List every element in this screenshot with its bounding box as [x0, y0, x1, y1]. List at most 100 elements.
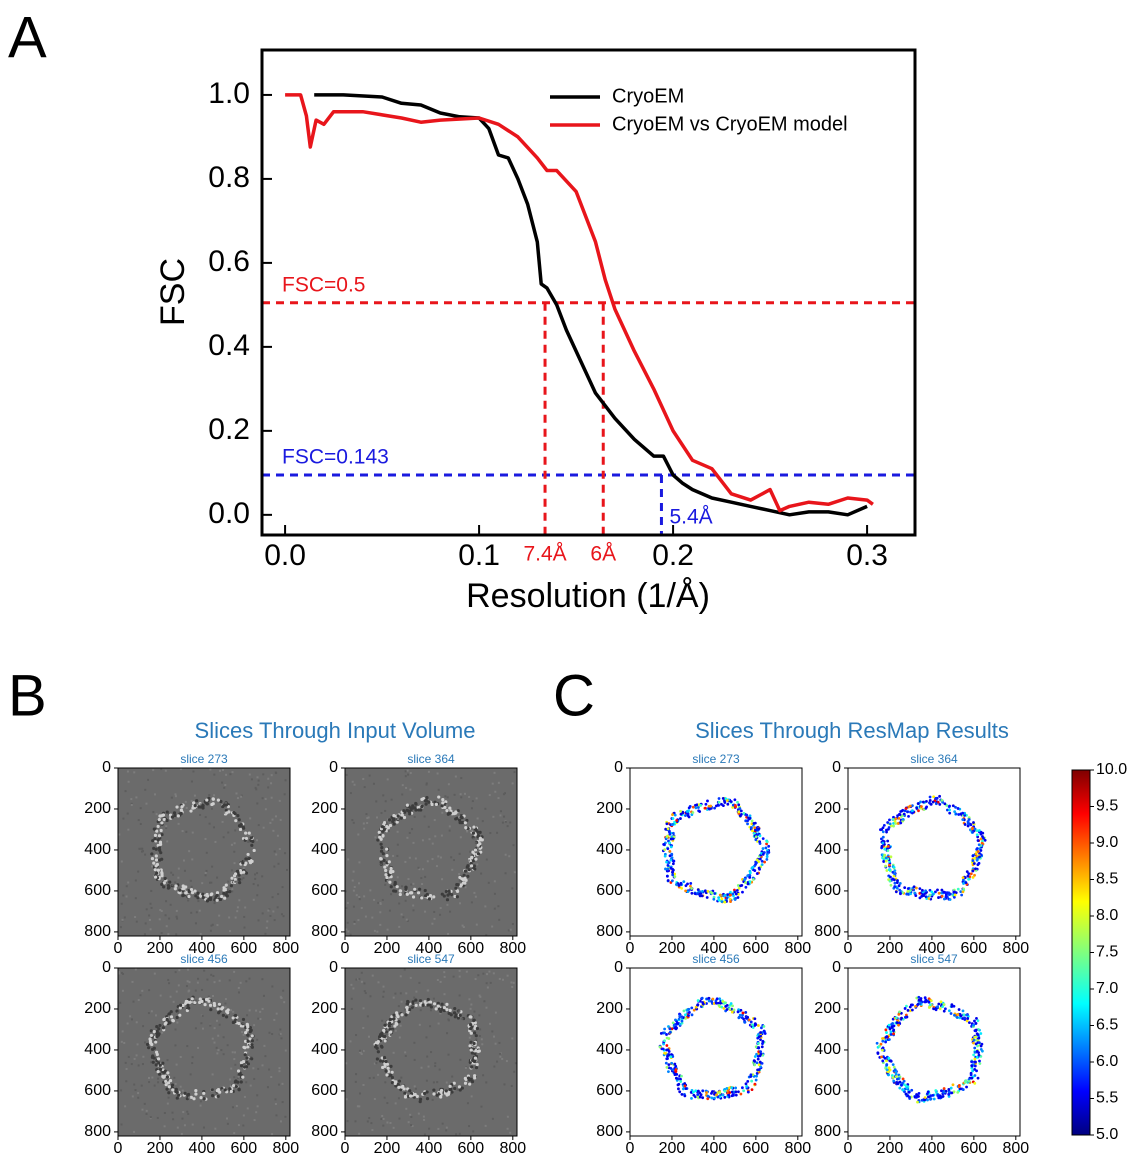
slice-dot [928, 1001, 931, 1004]
slice-noise [140, 823, 142, 825]
slice-dot [432, 1092, 435, 1095]
slice-dot [724, 1090, 727, 1093]
slice-dot [679, 1023, 682, 1026]
slice-noise [243, 860, 245, 862]
slice-noise [363, 1084, 365, 1086]
slice-dot [415, 1004, 418, 1007]
slice-dot [892, 1076, 895, 1079]
slice-noise [368, 816, 370, 818]
slice-dot [213, 1004, 216, 1007]
slice-dot [893, 885, 896, 888]
slice-noise [259, 1011, 261, 1013]
slice-dot [884, 1057, 887, 1060]
slice-noise [404, 1051, 406, 1053]
slice-noise [420, 1009, 422, 1011]
slice-dot [895, 1081, 898, 1084]
slice-noise [373, 899, 375, 901]
slice-dot [974, 867, 977, 870]
slice-dot [474, 1057, 477, 1060]
slice-noise [174, 1044, 176, 1046]
slice-dot [476, 831, 479, 834]
slice-noise [433, 1081, 435, 1083]
slice-noise [159, 918, 161, 920]
slice-noise [209, 882, 211, 884]
slice-dot [669, 1067, 672, 1070]
slice-noise [282, 1101, 284, 1103]
slice-noise [182, 1111, 184, 1113]
slice-noise [140, 807, 142, 809]
slice-dot [948, 805, 951, 808]
slice-noise [247, 841, 249, 843]
slice-x-tick-label: 800 [784, 940, 811, 957]
slice-noise [127, 813, 129, 815]
slice-dot [171, 816, 174, 819]
slice-dot [672, 860, 675, 863]
slice-dot [219, 898, 222, 901]
reference-label: 7.4Å [523, 543, 566, 566]
slice-dot [248, 832, 251, 835]
slice-dot [672, 837, 675, 840]
slice-noise [170, 904, 172, 906]
slice-noise [267, 786, 269, 788]
slice-noise [203, 970, 205, 972]
slice-noise [460, 777, 462, 779]
slice-dot [884, 1028, 887, 1031]
slice-dot [389, 871, 392, 874]
slice-dot [924, 996, 927, 999]
slice-noise [353, 906, 355, 908]
slice-dot [188, 1001, 191, 1004]
slice-dot [964, 823, 967, 826]
slice-dot [420, 896, 423, 899]
slice-dot [690, 1097, 693, 1100]
slice-dot [956, 1091, 959, 1094]
slice-noise [458, 873, 460, 875]
slice-dot [741, 891, 744, 894]
slice-dot [888, 868, 891, 871]
slice-dot [737, 1010, 740, 1013]
slice-noise [347, 858, 349, 860]
slice-dot [961, 812, 964, 815]
slice-dot [675, 1068, 678, 1071]
slice-dot [667, 864, 670, 867]
slice-y-tick-label: 400 [596, 1041, 623, 1058]
slice-dot [691, 811, 694, 814]
slice-noise [219, 1024, 221, 1026]
slice-noise [225, 802, 227, 804]
slice-noise [261, 978, 263, 980]
slice-noise [176, 991, 178, 993]
slice-dot [460, 883, 463, 886]
slice-noise [384, 850, 386, 852]
slice-noise [157, 1081, 159, 1083]
x-tick-label: 0.3 [846, 539, 888, 572]
slice-noise [479, 995, 481, 997]
slice-dot [758, 867, 761, 870]
slice-dot [925, 807, 928, 810]
slice-dot [454, 812, 457, 815]
slice-noise [499, 978, 501, 980]
slice-dot [381, 825, 384, 828]
slice-noise [238, 987, 240, 989]
slice-noise [446, 904, 448, 906]
slice-noise [423, 1119, 425, 1121]
slice-noise [240, 982, 242, 984]
slice-noise [489, 1023, 491, 1025]
slice-noise [146, 1113, 148, 1115]
slice-dot [940, 799, 943, 802]
slice-dot [964, 1079, 967, 1082]
slice-dot [164, 1080, 167, 1083]
slice-noise [434, 1065, 436, 1067]
slice-noise [277, 835, 279, 837]
slice-noise [462, 925, 464, 927]
slice-dot [880, 828, 883, 831]
slice-dot [975, 1022, 978, 1025]
slice-dot [956, 1016, 959, 1019]
slice-dot [746, 822, 749, 825]
slice-dot [683, 1010, 686, 1013]
slice-noise [434, 835, 436, 837]
slice-dot [242, 871, 245, 874]
slice-y-tick-label: 600 [814, 1082, 841, 1099]
slice-noise [252, 1067, 254, 1069]
slice-dot [473, 1053, 476, 1056]
slice-noise [507, 825, 509, 827]
slice-dot [439, 1095, 442, 1098]
